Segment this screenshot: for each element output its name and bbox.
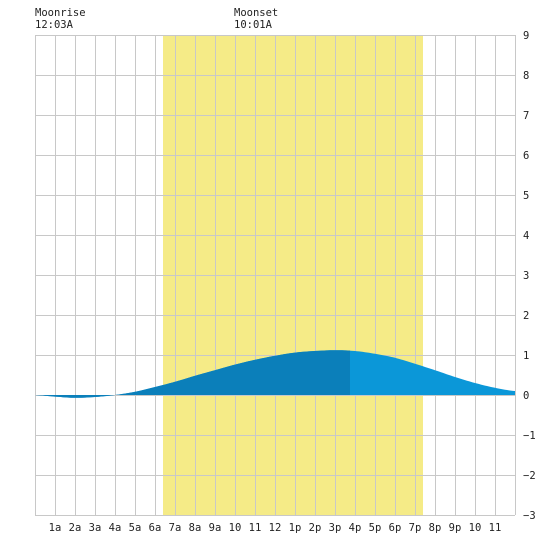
x-tick-label: 6p [389,522,402,534]
x-tick-label: 6a [149,522,162,534]
y-tick-label: −1 [523,430,536,442]
x-tick-label: 4a [109,522,122,534]
y-tick-label: 2 [523,310,529,322]
y-tick-label: −2 [523,470,536,482]
x-tick-label: 11 [249,522,262,534]
y-tick-label: 4 [523,230,529,242]
moonset-time: 10:01A [234,19,272,31]
y-tick-label: −3 [523,510,536,522]
x-axis: 1a 2a 3a 4a 5a 6a 7a 8a 9a 10 11 12 1p 2p 3p 4p 5p 6p 7p 8p… [49,522,502,534]
x-tick-label: 2p [309,522,322,534]
x-tick-label: 5a [129,522,142,534]
x-tick-label: 9a [209,522,222,534]
y-tick-label: 0 [523,390,529,402]
y-tick-label: 8 [523,70,529,82]
x-tick-label: 1p [289,522,302,534]
x-tick-label: 8p [429,522,442,534]
y-axis: 9 8 7 6 5 4 3 2 1 0 −1 −2 −3 [523,30,536,522]
moonset-info: Moonset 10:01A [234,7,278,31]
tide-area-day [35,350,350,398]
moonrise-label: Moonrise [35,7,86,19]
x-tick-label: 7a [169,522,182,534]
y-tick-label: 1 [523,350,529,362]
moonrise-time: 12:03A [35,19,73,31]
x-tick-label: 5p [369,522,382,534]
x-tick-label: 1a [49,522,62,534]
x-tick-label: 7p [409,522,422,534]
y-tick-label: 7 [523,110,529,122]
y-tick-label: 6 [523,150,529,162]
y-tick-label: 5 [523,190,529,202]
x-tick-label: 4p [349,522,362,534]
x-tick-label: 8a [189,522,202,534]
x-tick-label: 10 [229,522,242,534]
grid [35,35,516,516]
x-tick-label: 3a [89,522,102,534]
x-tick-label: 3p [329,522,342,534]
x-tick-label: 2a [69,522,82,534]
moonset-label: Moonset [234,7,279,19]
x-tick-label: 11 [489,522,502,534]
y-tick-label: 3 [523,270,529,282]
x-tick-label: 12 [269,522,282,534]
x-tick-label: 10 [469,522,482,534]
moonrise-info: Moonrise 12:03A [35,7,86,31]
x-tick-label: 9p [449,522,462,534]
y-tick-label: 9 [523,30,529,42]
